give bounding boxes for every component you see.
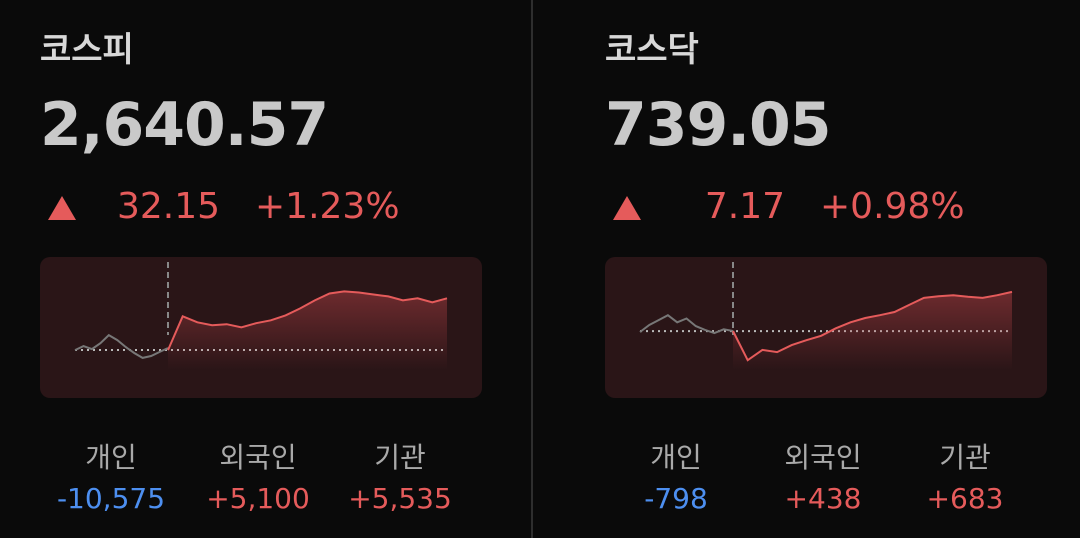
investor-name: 외국인 — [219, 441, 297, 474]
change-percent: +1.23% — [255, 186, 400, 227]
investor: 개인 -10,575 — [41, 436, 181, 515]
investor-net: -798 — [644, 482, 708, 515]
pre-market-line — [74, 333, 169, 359]
price-line — [732, 290, 1013, 362]
change: 7.17 — [704, 186, 785, 227]
index-name: 코스닥 — [605, 30, 699, 70]
investor-net: +5,100 — [206, 482, 310, 515]
investor: 기관 +5,535 — [330, 436, 470, 515]
investor-net: -10,575 — [56, 482, 166, 515]
up-arrow — [613, 196, 641, 220]
index-value: 739.05 — [605, 90, 832, 160]
investor-net: +683 — [926, 482, 1004, 515]
investor-net: +5,535 — [348, 482, 452, 515]
sparkline-area — [733, 291, 1012, 370]
investor: 외국인 +5,100 — [188, 436, 328, 515]
investor-name: 외국인 — [784, 441, 862, 474]
price-line — [167, 290, 448, 351]
sparkline-area — [168, 291, 447, 370]
sparkline — [605, 257, 1047, 398]
index-name: 코스피 — [40, 30, 134, 70]
investor-net: +438 — [784, 482, 862, 515]
investor: 기관 +683 — [895, 436, 1035, 515]
investor: 개인 -798 — [606, 436, 746, 515]
index-value: 2,640.57 — [40, 90, 329, 160]
divider — [531, 0, 533, 538]
investor-name: 개인 — [85, 441, 137, 474]
investor: 외국인 +438 — [753, 436, 893, 515]
change-percent: +0.98% — [820, 186, 965, 227]
change: 32.15 — [116, 186, 220, 227]
up-arrow — [48, 196, 76, 220]
market-card: 코스닥 739.05 7.17 +0.98% 개인 -798 외국인 +438 기관 +683 — [605, 0, 1050, 538]
market-card: 코스피 2,640.57 32.15 +1.23% 개인 -10,575 외국인 +5,100… — [40, 0, 485, 538]
investor-name: 개인 — [650, 441, 702, 474]
sparkline — [40, 257, 482, 398]
pre-market-line — [639, 314, 734, 335]
investor-name: 기관 — [374, 441, 426, 474]
investor-name: 기관 — [939, 441, 991, 474]
